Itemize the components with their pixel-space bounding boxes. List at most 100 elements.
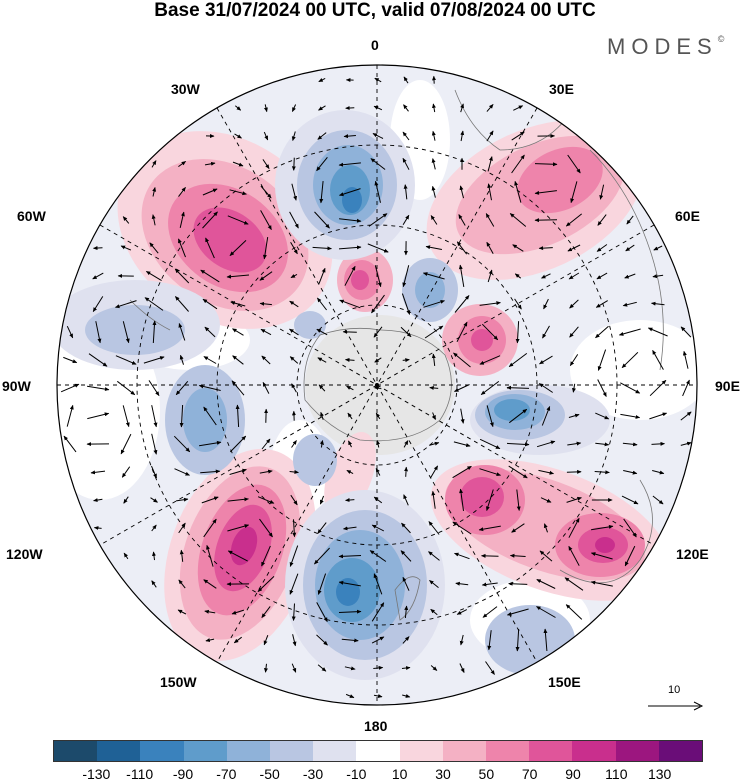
map-boundary — [56, 64, 698, 706]
wind-vector — [151, 433, 158, 455]
wind-vector — [372, 133, 384, 139]
wind-vector — [422, 272, 445, 280]
wind-vector — [262, 237, 269, 260]
wind-vector — [259, 469, 273, 474]
wind-vector — [367, 243, 389, 253]
wind-vector — [402, 694, 411, 698]
wind-vector — [316, 328, 328, 336]
wind-vector — [506, 442, 530, 447]
wind-vector — [486, 241, 494, 254]
wind-vector — [369, 550, 387, 562]
wind-vector — [595, 300, 608, 308]
wind-vector — [338, 609, 362, 614]
wind-vector — [232, 328, 244, 336]
wind-vector — [565, 213, 583, 227]
colorbar-tick-label: 30 — [435, 766, 451, 782]
colorbar-tick-label: 130 — [647, 766, 672, 782]
wind-vector — [339, 299, 361, 309]
wind-vector — [652, 349, 664, 370]
wind-vector — [534, 162, 558, 167]
wind-vector — [226, 274, 250, 279]
wind-vector — [509, 213, 527, 227]
wind-vector — [485, 489, 494, 511]
wind-vector — [460, 408, 465, 424]
wind-vector — [458, 264, 465, 287]
wind-vector — [622, 301, 637, 307]
wind-vector — [569, 299, 579, 309]
wind-vector — [179, 354, 184, 365]
wind-vector — [152, 320, 157, 344]
wind-vector — [261, 355, 271, 365]
wind-vector — [204, 609, 216, 614]
colorbar-tick-label: -90 — [172, 766, 194, 782]
wind-vector — [430, 215, 438, 225]
wind-vector — [452, 465, 472, 479]
wind-vector — [263, 663, 268, 673]
wind-vector — [205, 237, 215, 259]
wind-vector — [508, 408, 528, 424]
wind-vector — [338, 554, 362, 559]
wind-vector — [540, 497, 552, 503]
wind-vector — [175, 296, 189, 312]
wind-vector — [263, 104, 268, 113]
wind-vector — [231, 380, 245, 396]
reference-arrow-icon — [648, 701, 704, 711]
wind-vector — [479, 355, 501, 365]
wind-vector — [567, 154, 581, 174]
wind-vector — [201, 496, 219, 504]
wind-vector — [479, 301, 501, 306]
wind-vector — [511, 523, 525, 533]
wind-vector — [93, 246, 103, 251]
wind-vector — [431, 185, 436, 198]
colorbar-segment — [615, 741, 659, 761]
wind-vector — [403, 76, 409, 84]
wind-vector — [291, 663, 297, 673]
wind-vector — [289, 470, 299, 475]
wind-vector — [373, 573, 383, 595]
wind-vector — [543, 523, 548, 533]
wind-vector — [179, 549, 184, 562]
wind-vector — [174, 468, 190, 476]
brand-mark: © — [717, 34, 725, 44]
wind-vector — [538, 246, 553, 251]
wind-vector — [543, 628, 548, 652]
wind-vector — [486, 130, 494, 142]
wind-vector — [289, 328, 299, 336]
wind-vector — [291, 440, 297, 448]
colorbar-segment — [140, 741, 184, 761]
wind-vector — [428, 551, 440, 561]
wind-vector — [680, 326, 692, 338]
wind-vector — [200, 269, 220, 283]
wind-vector — [257, 496, 275, 504]
wind-vector — [541, 273, 551, 279]
wind-vector — [618, 328, 641, 336]
wind-vector — [234, 133, 242, 139]
wind-vector — [290, 273, 298, 279]
wind-vector — [122, 405, 130, 428]
colorbar-segment — [270, 741, 314, 761]
wind-vector — [339, 188, 361, 197]
wind-vector — [626, 215, 634, 225]
wind-vector — [508, 581, 528, 586]
wind-vector — [597, 349, 607, 371]
wind-vector — [93, 526, 102, 531]
wind-vector — [345, 693, 355, 699]
wind-vector — [88, 353, 108, 367]
wind-vector — [347, 412, 353, 420]
wind-vector — [229, 189, 247, 196]
wind-vector — [317, 664, 327, 672]
wind-vector — [651, 441, 665, 446]
wind-vector — [319, 440, 324, 448]
lon-label-60e: 60E — [675, 208, 700, 224]
wind-vector — [460, 130, 465, 142]
wind-vector — [290, 241, 298, 255]
wind-vector — [261, 545, 271, 567]
wind-vector — [95, 321, 102, 344]
wind-vector — [590, 580, 613, 587]
colorbar-ticks: -130 -110 -90 -70 -50 -30 -10 10 30 50 70 90 110 130 — [0, 766, 750, 783]
wind-vector — [373, 326, 383, 338]
wind-vector — [594, 470, 610, 475]
wind-vector — [151, 465, 157, 479]
positive-anomaly-lower-left — [164, 448, 316, 662]
wind-vector — [229, 468, 247, 475]
